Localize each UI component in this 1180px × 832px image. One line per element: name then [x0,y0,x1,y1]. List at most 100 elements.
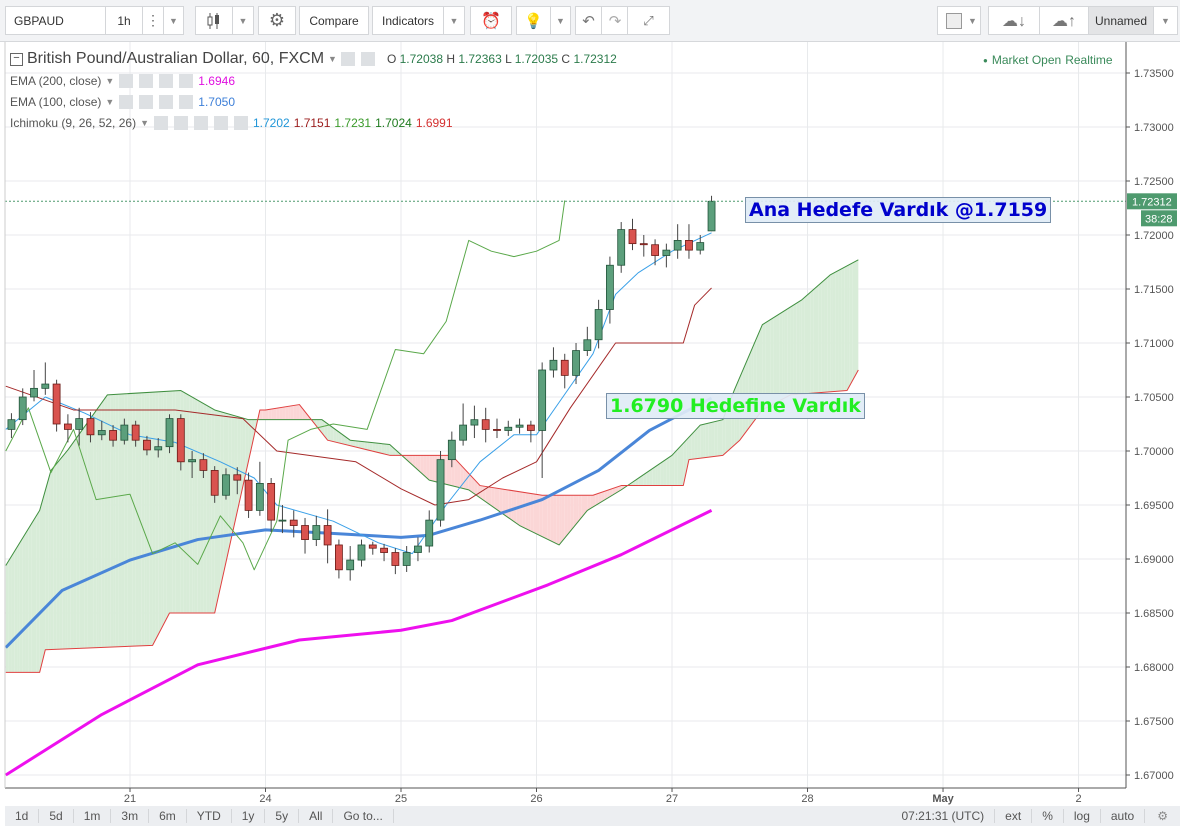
ichimoku-cloud-segment [841,267,845,391]
candles-chart-type-icon[interactable] [195,6,233,35]
ichimoku-cloud-segment [279,407,283,420]
price-tick-label: 1.70000 [1134,446,1174,458]
ichimoku-cloud-segment [666,457,670,486]
scale-toggle-1[interactable]: % [1032,809,1064,823]
indicator-value: 1.7231 [334,116,372,130]
add-icon[interactable] [159,95,174,109]
annotation-secondary-target[interactable]: 1.6790 Hedefine Vardık [606,393,865,419]
candle-body [526,424,535,431]
redo-icon[interactable]: ↷ [601,6,629,35]
interval-dropdown-icon[interactable]: ▼ [163,6,184,35]
candle-body [673,239,682,251]
undo-icon[interactable]: ↶ [575,6,602,35]
ichimoku-cloud-segment [423,455,427,478]
ema100-line [5,396,713,649]
ichimoku-cloud-segment [132,393,136,647]
settings-gear-icon[interactable]: ⚙ [258,6,296,35]
drawing-template-button[interactable]: ▼ [937,6,981,35]
range-button-7[interactable]: 5y [265,809,300,823]
ichimoku-cloud-segment [595,493,599,506]
candle-body [75,418,84,430]
price-tick-label: 1.71500 [1134,284,1174,296]
indicator-name[interactable]: Ichimoku (9, 26, 52, 26) [10,116,137,130]
ichimoku-cloud-segment [141,392,145,646]
ideas-bulb-icon[interactable]: 💡 [516,6,551,35]
range-button-4[interactable]: 6m [149,809,187,823]
ichimoku-cloud-segment [17,542,20,673]
remove-icon[interactable] [234,116,248,130]
candle-body [368,544,377,549]
add-icon[interactable] [159,74,174,88]
range-button-6[interactable]: 1y [232,809,266,823]
scale-toggle-2[interactable]: log [1064,809,1101,823]
ichimoku-cloud-segment [502,489,506,516]
settings-icon[interactable] [174,116,188,130]
range-button-8[interactable]: All [299,809,334,823]
dropdown-icon[interactable]: ▼ [105,97,115,107]
annotation-main-target[interactable]: Ana Hedefe Vardık @1.7159 [745,197,1052,223]
settings-icon[interactable] [139,74,154,88]
visibility-icon[interactable] [119,74,134,88]
candle-body [628,229,637,245]
load-cloud-icon[interactable]: ☁↓ [988,6,1040,35]
layout-name-button[interactable]: Unnamed [1088,6,1154,35]
remove-icon[interactable] [179,95,194,109]
candle-body [165,418,174,448]
candle-body [97,430,106,436]
ichimoku-cloud-segment [271,408,274,420]
chart-type-dropdown-icon[interactable]: ▼ [232,6,254,35]
compare-button[interactable]: Compare [299,6,369,35]
indicator-legend-row: EMA (100, close) ▼ 1.7050 [10,95,235,109]
indicator-name[interactable]: EMA (100, close) [10,95,102,109]
ichimoku-cloud-segment [259,409,263,420]
time-tick-label: 2 [1075,793,1081,805]
chikou-line [5,200,566,571]
alert-clock-icon[interactable]: ⏰ [470,6,512,35]
scale-toggle-0[interactable]: ext [995,809,1033,823]
ichimoku-cloud-segment [163,391,167,624]
ichimoku-cloud-segment [835,270,839,392]
scale-toggle-3[interactable]: auto [1101,809,1146,823]
settings-icon[interactable] [360,52,375,66]
visibility-icon[interactable] [340,52,355,66]
range-button-0[interactable]: 1d [5,809,40,823]
ichimoku-cloud-segment [429,455,433,481]
dropdown-icon[interactable]: ▼ [328,54,337,64]
goto-button[interactable]: Go to... [333,809,394,823]
fullscreen-icon[interactable]: ⤢ [627,6,670,35]
range-button-1[interactable]: 5d [39,809,74,823]
candle [594,299,603,349]
visibility-icon[interactable] [154,116,168,130]
layout-dropdown-icon[interactable]: ▼ [1153,6,1178,35]
range-button-3[interactable]: 3m [111,809,150,823]
candle [357,539,366,567]
ichimoku-cloud-segment [8,556,12,673]
add-icon[interactable] [214,116,228,130]
symbol-title[interactable]: British Pound/Australian Dollar, 60, FXC… [27,50,325,67]
indicators-dropdown-icon[interactable]: ▼ [443,6,465,35]
source-icon[interactable] [194,116,208,130]
candle [199,453,208,478]
ichimoku-cloud-segment [144,392,147,646]
settings-gear-icon[interactable]: ⚙ [1157,809,1168,823]
candle [606,256,614,324]
dropdown-icon[interactable]: ▼ [140,118,149,128]
dropdown-icon[interactable]: ▼ [105,76,115,86]
ichimoku-cloud-segment [192,397,195,613]
save-cloud-icon[interactable]: ☁↑ [1039,6,1089,35]
remove-icon[interactable] [179,74,194,88]
compare-label: Compare [309,13,359,28]
range-button-5[interactable]: YTD [187,809,232,823]
collapse-legend-icon[interactable]: − [10,52,23,66]
ichimoku-cloud-segment [598,492,602,504]
candle-body [278,519,287,522]
visibility-icon[interactable] [119,95,134,109]
settings-icon[interactable] [139,95,154,109]
indicator-name[interactable]: EMA (200, close) [10,74,102,88]
range-button-2[interactable]: 1m [74,809,112,823]
ichimoku-cloud-segment [330,425,334,442]
candle-body [41,383,50,389]
ideas-dropdown-icon[interactable]: ▼ [550,6,571,35]
symbol-search-input[interactable]: GBPAUD [5,6,106,35]
